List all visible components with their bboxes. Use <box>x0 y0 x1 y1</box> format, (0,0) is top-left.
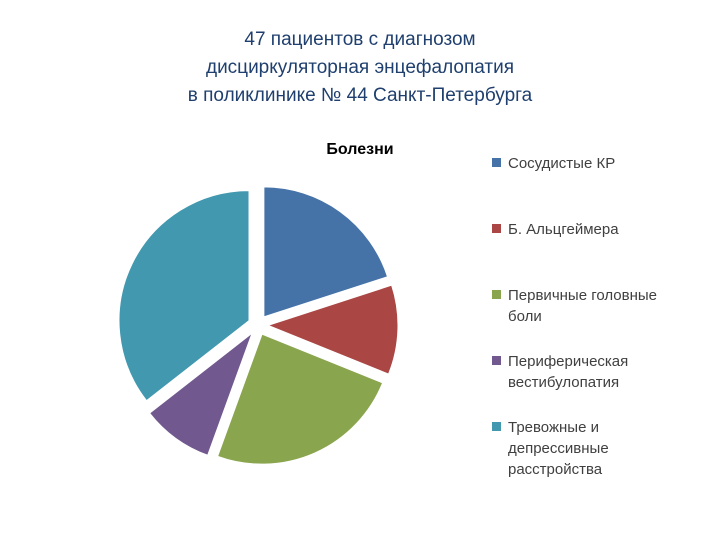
legend-item-1: Сосудистые КР <box>492 155 615 172</box>
slide-title-line-3: в поликлинике № 44 Санкт-Петербурга <box>187 85 533 106</box>
chart-legend: Сосудистые КР Б. Альцгеймера Первичные гол… <box>492 155 657 478</box>
slide-title-line-1: 47 пациентов с диагнозом <box>244 29 476 50</box>
legend-swatch <box>492 290 501 299</box>
legend-swatch <box>492 158 501 167</box>
legend-label: Б. Альцгеймера <box>508 221 619 238</box>
legend-item-2: Б. Альцгеймера <box>492 221 619 238</box>
pie-slices <box>118 186 399 465</box>
legend-swatch <box>492 422 501 431</box>
legend-label: депрессивные <box>508 440 609 457</box>
pie-slice-5 <box>118 190 250 402</box>
legend-label: Сосудистые КР <box>508 155 615 172</box>
legend-label: Периферическая <box>508 353 628 370</box>
legend-item-4: Периферическая вестибулопатия <box>492 353 628 391</box>
legend-label: Тревожные и <box>508 419 599 436</box>
pie-slice-3 <box>216 333 384 465</box>
slide-title-line-2: дисциркуляторная энцефалопатия <box>205 57 515 78</box>
legend-label: Первичные головные <box>508 287 657 304</box>
pie-slice-4 <box>148 331 254 456</box>
slide-title: 47 пациентов с диагнозом дисциркуляторна… <box>60 26 660 110</box>
legend-item-3: Первичные головные боли <box>492 287 657 325</box>
legend-label: расстройства <box>508 461 603 478</box>
pie-slice-1 <box>263 186 389 318</box>
legend-label: боли <box>508 308 542 325</box>
legend-swatch <box>492 356 501 365</box>
legend-swatch <box>492 224 501 233</box>
legend-item-5: Тревожные и депрессивные расстройства <box>492 419 609 478</box>
chart-title: Болезни <box>326 141 393 158</box>
pie-slice-2 <box>266 284 399 375</box>
legend-label: вестибулопатия <box>508 374 619 391</box>
